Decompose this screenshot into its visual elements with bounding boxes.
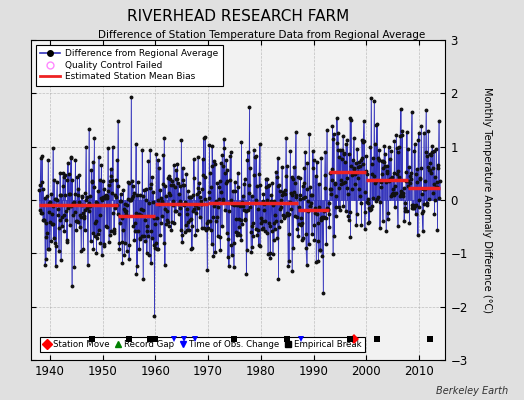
Title: RIVERHEAD RESEARCH FARM: RIVERHEAD RESEARCH FARM <box>127 8 350 24</box>
Legend: Station Move, Record Gap, Time of Obs. Change, Empirical Break: Station Move, Record Gap, Time of Obs. C… <box>40 337 365 352</box>
Y-axis label: Monthly Temperature Anomaly Difference (°C): Monthly Temperature Anomaly Difference (… <box>482 87 492 313</box>
Text: Berkeley Earth: Berkeley Earth <box>436 386 508 396</box>
Text: Difference of Station Temperature Data from Regional Average: Difference of Station Temperature Data f… <box>99 30 425 40</box>
